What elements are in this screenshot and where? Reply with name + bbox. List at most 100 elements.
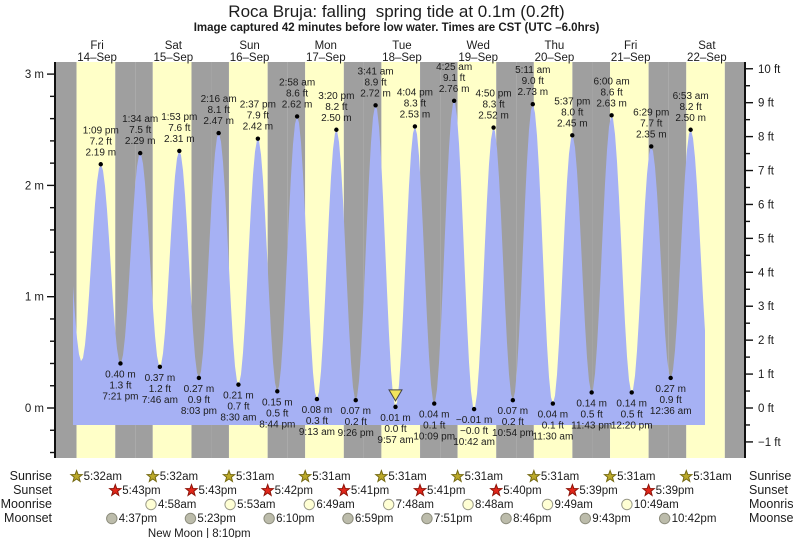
moonrise-icon xyxy=(145,498,157,511)
day-date-label: 20–Sep xyxy=(535,52,575,64)
day-label: Sat xyxy=(698,40,716,52)
high-tide-label: 8.6 ft xyxy=(600,87,622,98)
moonrise-icon xyxy=(541,498,554,511)
sunset-time: 5:43pm xyxy=(198,485,236,497)
row-label-moonset-left: Moonset xyxy=(4,511,52,525)
tide-extreme-dot xyxy=(589,390,594,395)
low-tide-label: 0.37 m xyxy=(145,373,176,384)
day-date-label: 18–Sep xyxy=(382,52,422,64)
moonset-time: 4:37pm xyxy=(119,513,157,525)
sunset-time: 5:39pm xyxy=(656,485,694,497)
tide-extreme-dot xyxy=(668,375,673,381)
sunset-time: 5:40pm xyxy=(503,485,541,497)
low-tide-label: 0.04 m xyxy=(538,410,569,421)
right-axis-tick-label: 2 ft xyxy=(758,335,775,347)
low-tide-label: 1.2 ft xyxy=(149,384,171,395)
tide-extreme-dot xyxy=(98,162,103,167)
day-label: Mon xyxy=(315,40,337,52)
left-axis-tick-label: 3 m xyxy=(25,69,44,81)
low-tide-label: 9:26 pm xyxy=(338,428,374,439)
high-tide-label: 8.1 ft xyxy=(208,105,230,116)
low-tide-label: 8:30 am xyxy=(220,413,256,424)
row-label-sunset-left: Sunset xyxy=(13,483,52,497)
high-tide-label: 7.6 ft xyxy=(168,123,190,134)
moonrise-time: 4:58am xyxy=(158,499,196,511)
sunrise-time: 5:31am xyxy=(693,471,731,483)
low-tide-label: −0.0 ft xyxy=(460,426,488,437)
low-tide-label: 0.27 m xyxy=(184,384,215,395)
tide-extreme-dot xyxy=(688,127,693,132)
sunset-icon xyxy=(641,483,656,497)
high-tide-label: 4:50 pm xyxy=(476,89,512,100)
low-tide-label: 9:13 am xyxy=(299,427,335,438)
high-tide-label: 2.73 m xyxy=(518,87,549,98)
high-tide-label: 8.2 ft xyxy=(325,102,347,113)
sunrise-icon xyxy=(374,469,389,483)
high-tide-label: 8.3 ft xyxy=(404,98,426,109)
high-tide-label: 2.42 m xyxy=(243,122,274,133)
high-tide-label: 2:37 pm xyxy=(240,100,276,111)
high-tide-label: 2.29 m xyxy=(125,136,156,147)
high-tide-label: 2.31 m xyxy=(164,134,195,145)
row-label-sunrise-left: Sunrise xyxy=(10,469,52,483)
sunrise-icon xyxy=(603,469,618,483)
row-label-sunrise-right: Sunrise xyxy=(749,469,791,483)
sunset-icon xyxy=(412,483,428,497)
high-tide-label: 8.6 ft xyxy=(286,88,308,99)
tide-extreme-dot xyxy=(118,361,123,366)
low-tide-label: 0.07 m xyxy=(340,406,371,417)
day-date-label: 22–Sep xyxy=(687,52,727,64)
tide-curve xyxy=(73,102,705,425)
low-tide-label: 0.3 ft xyxy=(306,416,328,427)
low-tide-label: 0.5 ft xyxy=(581,409,603,420)
night-band xyxy=(55,62,77,458)
tide-extreme-dot xyxy=(275,389,280,394)
moonset-icon xyxy=(263,512,275,525)
tide-extreme-dot xyxy=(314,396,320,402)
moonrise-icon xyxy=(382,498,395,511)
low-tide-label: 12:36 am xyxy=(650,406,692,417)
low-tide-label: 0.27 m xyxy=(655,384,686,395)
high-tide-label: 2.45 m xyxy=(557,118,588,129)
moonset-icon xyxy=(658,512,671,525)
tide-extreme-dot xyxy=(216,130,221,136)
low-tide-label: 7:46 am xyxy=(142,395,178,406)
tide-extreme-dot xyxy=(629,390,634,395)
day-label: Sun xyxy=(239,40,259,52)
low-tide-label: 0.14 m xyxy=(576,398,607,409)
low-tide-label: 0.1 ft xyxy=(423,421,445,432)
tide-extreme-dot xyxy=(432,401,437,406)
tide-extreme-dot xyxy=(255,136,261,141)
low-tide-label: 0.40 m xyxy=(105,369,136,380)
moonset-time: 9:43pm xyxy=(592,513,630,525)
low-tide-label: 12:20 pm xyxy=(611,420,653,431)
day-date-label: 19–Sep xyxy=(458,52,498,64)
day-label: Tue xyxy=(392,40,411,52)
sunrise-icon xyxy=(145,469,160,483)
right-axis-tick-label: 1 ft xyxy=(758,369,775,381)
tide-extreme-dot xyxy=(530,101,535,107)
sunset-time: 5:41pm xyxy=(351,485,389,497)
right-axis-tick-label: 5 ft xyxy=(758,233,775,245)
low-tide-label: 10:42 am xyxy=(453,437,495,448)
tide-extreme-dot xyxy=(471,406,477,412)
day-date-label: 16–Sep xyxy=(230,52,270,64)
left-axis-tick-label: 1 m xyxy=(25,292,44,304)
low-tide-label: 0.15 m xyxy=(262,397,293,408)
right-axis-tick-label: 6 ft xyxy=(758,199,775,211)
sunrise-icon xyxy=(298,469,313,483)
tide-extreme-dot xyxy=(353,398,358,403)
high-tide-label: 2.50 m xyxy=(675,113,706,124)
low-tide-label: 0.5 ft xyxy=(266,408,288,419)
low-tide-label: −0.01 m xyxy=(456,415,492,426)
right-axis-tick-label: −1 ft xyxy=(758,437,782,449)
moonrise-time: 7:48am xyxy=(396,499,434,511)
day-label: Wed xyxy=(466,40,489,52)
moonrise-time: 10:49am xyxy=(634,499,679,511)
sunrise-icon xyxy=(221,469,237,483)
day-label: Fri xyxy=(90,40,103,52)
high-tide-label: 8.0 ft xyxy=(561,107,583,118)
low-tide-label: 0.2 ft xyxy=(345,417,367,428)
